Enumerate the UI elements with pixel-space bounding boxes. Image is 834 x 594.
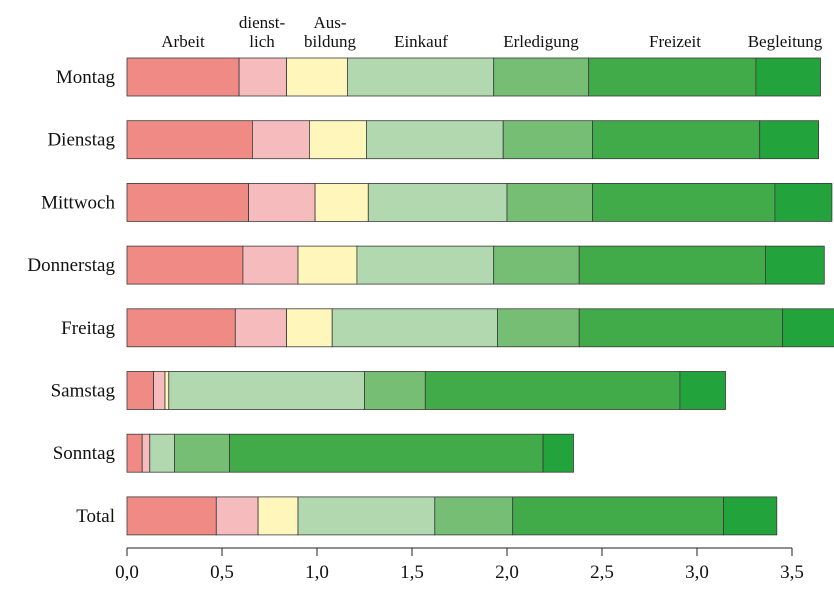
x-tick-label: 0,5: [210, 562, 234, 583]
legend: Arbeit dienst-lich Aus-bildung Einkauf Erled…: [161, 13, 823, 51]
bar-sonntag-erledigung: [174, 433, 230, 473]
bar-freitag-ausbildung: [286, 308, 333, 348]
x-tick-label: 3,5: [780, 562, 804, 583]
bar-total-arbeit: [126, 496, 217, 536]
bar-freitag-begleitung: [782, 308, 834, 348]
bar-dienstag-begleitung: [759, 120, 820, 160]
bar-mittwoch-freizeit: [592, 182, 776, 222]
bar-donnerstag-ausbildung: [297, 245, 358, 285]
x-tick-label: 3,0: [685, 562, 709, 583]
bar-dienstag-ausbildung: [308, 120, 367, 160]
bar-sonntag-einkauf: [149, 433, 175, 473]
bar-donnerstag-einkauf: [356, 245, 495, 285]
bar-total-einkauf: [297, 496, 436, 536]
legend-label-arbeit: Arbeit: [161, 32, 205, 51]
bar-total-dienstlich: [215, 496, 259, 536]
bar-montag-begleitung: [755, 57, 821, 97]
bar-montag-erledigung: [493, 57, 590, 97]
x-tick-label: 2,0: [495, 562, 519, 583]
bar-samstag-einkauf: [168, 371, 365, 410]
bar-donnerstag-arbeit: [126, 245, 244, 285]
bar-samstag-arbeit: [126, 371, 155, 410]
bar-freitag-erledigung: [497, 308, 580, 348]
bar-samstag-dienstlich: [153, 371, 166, 410]
category-labels: Montag Dienstag Mittwoch Donnerstag Freitag S…: [27, 67, 115, 527]
bar-samstag-ausbildung: [164, 371, 170, 410]
bar-mittwoch-begleitung: [774, 182, 833, 222]
bar-total-begleitung: [723, 496, 778, 536]
category-label-freitag: Freitag: [61, 318, 115, 339]
bar-freitag-arbeit: [126, 308, 236, 348]
bar-montag-ausbildung: [286, 57, 348, 97]
legend-label-dienstlich: dienst-lich: [239, 13, 286, 51]
bar-mittwoch-arbeit: [126, 182, 249, 222]
bar-samstag-begleitung: [679, 371, 726, 410]
bar-samstag-erledigung: [364, 371, 426, 410]
bar-donnerstag-freizeit: [578, 245, 766, 285]
bar-dienstag-einkauf: [365, 120, 504, 160]
bar-sonntag-begleitung: [542, 433, 574, 473]
bar-montag-einkauf: [346, 57, 495, 97]
bar-mittwoch-einkauf: [367, 182, 508, 222]
bar-sonntag-dienstlich: [141, 433, 151, 473]
bar-samstag-freizeit: [424, 371, 681, 410]
category-label-mittwoch: Mittwoch: [41, 192, 115, 213]
bar-sonntag-freizeit: [229, 433, 544, 473]
category-label-dienstag: Dienstag: [47, 130, 115, 151]
x-axis: 0,0 0,5 1,0 1,5 2,0 2,5 3,0 3,5: [115, 547, 804, 583]
x-tick-label: 0,0: [115, 562, 139, 583]
bar-total-ausbildung: [257, 496, 299, 536]
bar-freitag-einkauf: [331, 308, 498, 348]
category-label-montag: Montag: [56, 67, 116, 88]
category-label-sonntag: Sonntag: [53, 443, 116, 464]
x-tick-label: 2,5: [590, 562, 614, 583]
bar-sonntag-arbeit: [126, 433, 143, 473]
bar-dienstag-dienstlich: [251, 120, 310, 160]
x-tick-label: 1,0: [305, 562, 329, 583]
bar-donnerstag-erledigung: [493, 245, 580, 285]
bar-total-erledigung: [434, 496, 514, 536]
x-tick-label: 1,5: [400, 562, 424, 583]
category-label-total: Total: [76, 506, 115, 527]
bar-montag-arbeit: [126, 57, 240, 97]
legend-label-ausbildung: Aus-bildung: [304, 13, 356, 51]
bars: [126, 57, 834, 536]
bar-dienstag-freizeit: [592, 120, 761, 160]
bar-freitag-dienstlich: [234, 308, 288, 348]
bar-mittwoch-erledigung: [506, 182, 593, 222]
legend-label-begleitung: Begleitung: [748, 32, 823, 51]
category-label-donnerstag: Donnerstag: [27, 255, 115, 276]
legend-label-freizeit: Freizeit: [649, 32, 701, 51]
bar-freitag-freizeit: [578, 308, 783, 348]
legend-label-erledigung: Erledigung: [503, 32, 579, 51]
bar-donnerstag-dienstlich: [242, 245, 299, 285]
category-label-samstag: Samstag: [51, 381, 116, 402]
bar-dienstag-erledigung: [502, 120, 593, 160]
bar-total-freizeit: [512, 496, 725, 536]
bar-mittwoch-dienstlich: [248, 182, 316, 222]
bar-dienstag-arbeit: [126, 120, 253, 160]
bar-donnerstag-begleitung: [765, 245, 825, 285]
bar-montag-freizeit: [588, 57, 757, 97]
bar-mittwoch-ausbildung: [314, 182, 369, 222]
legend-label-einkauf: Einkauf: [394, 32, 448, 51]
bar-montag-dienstlich: [238, 57, 288, 97]
